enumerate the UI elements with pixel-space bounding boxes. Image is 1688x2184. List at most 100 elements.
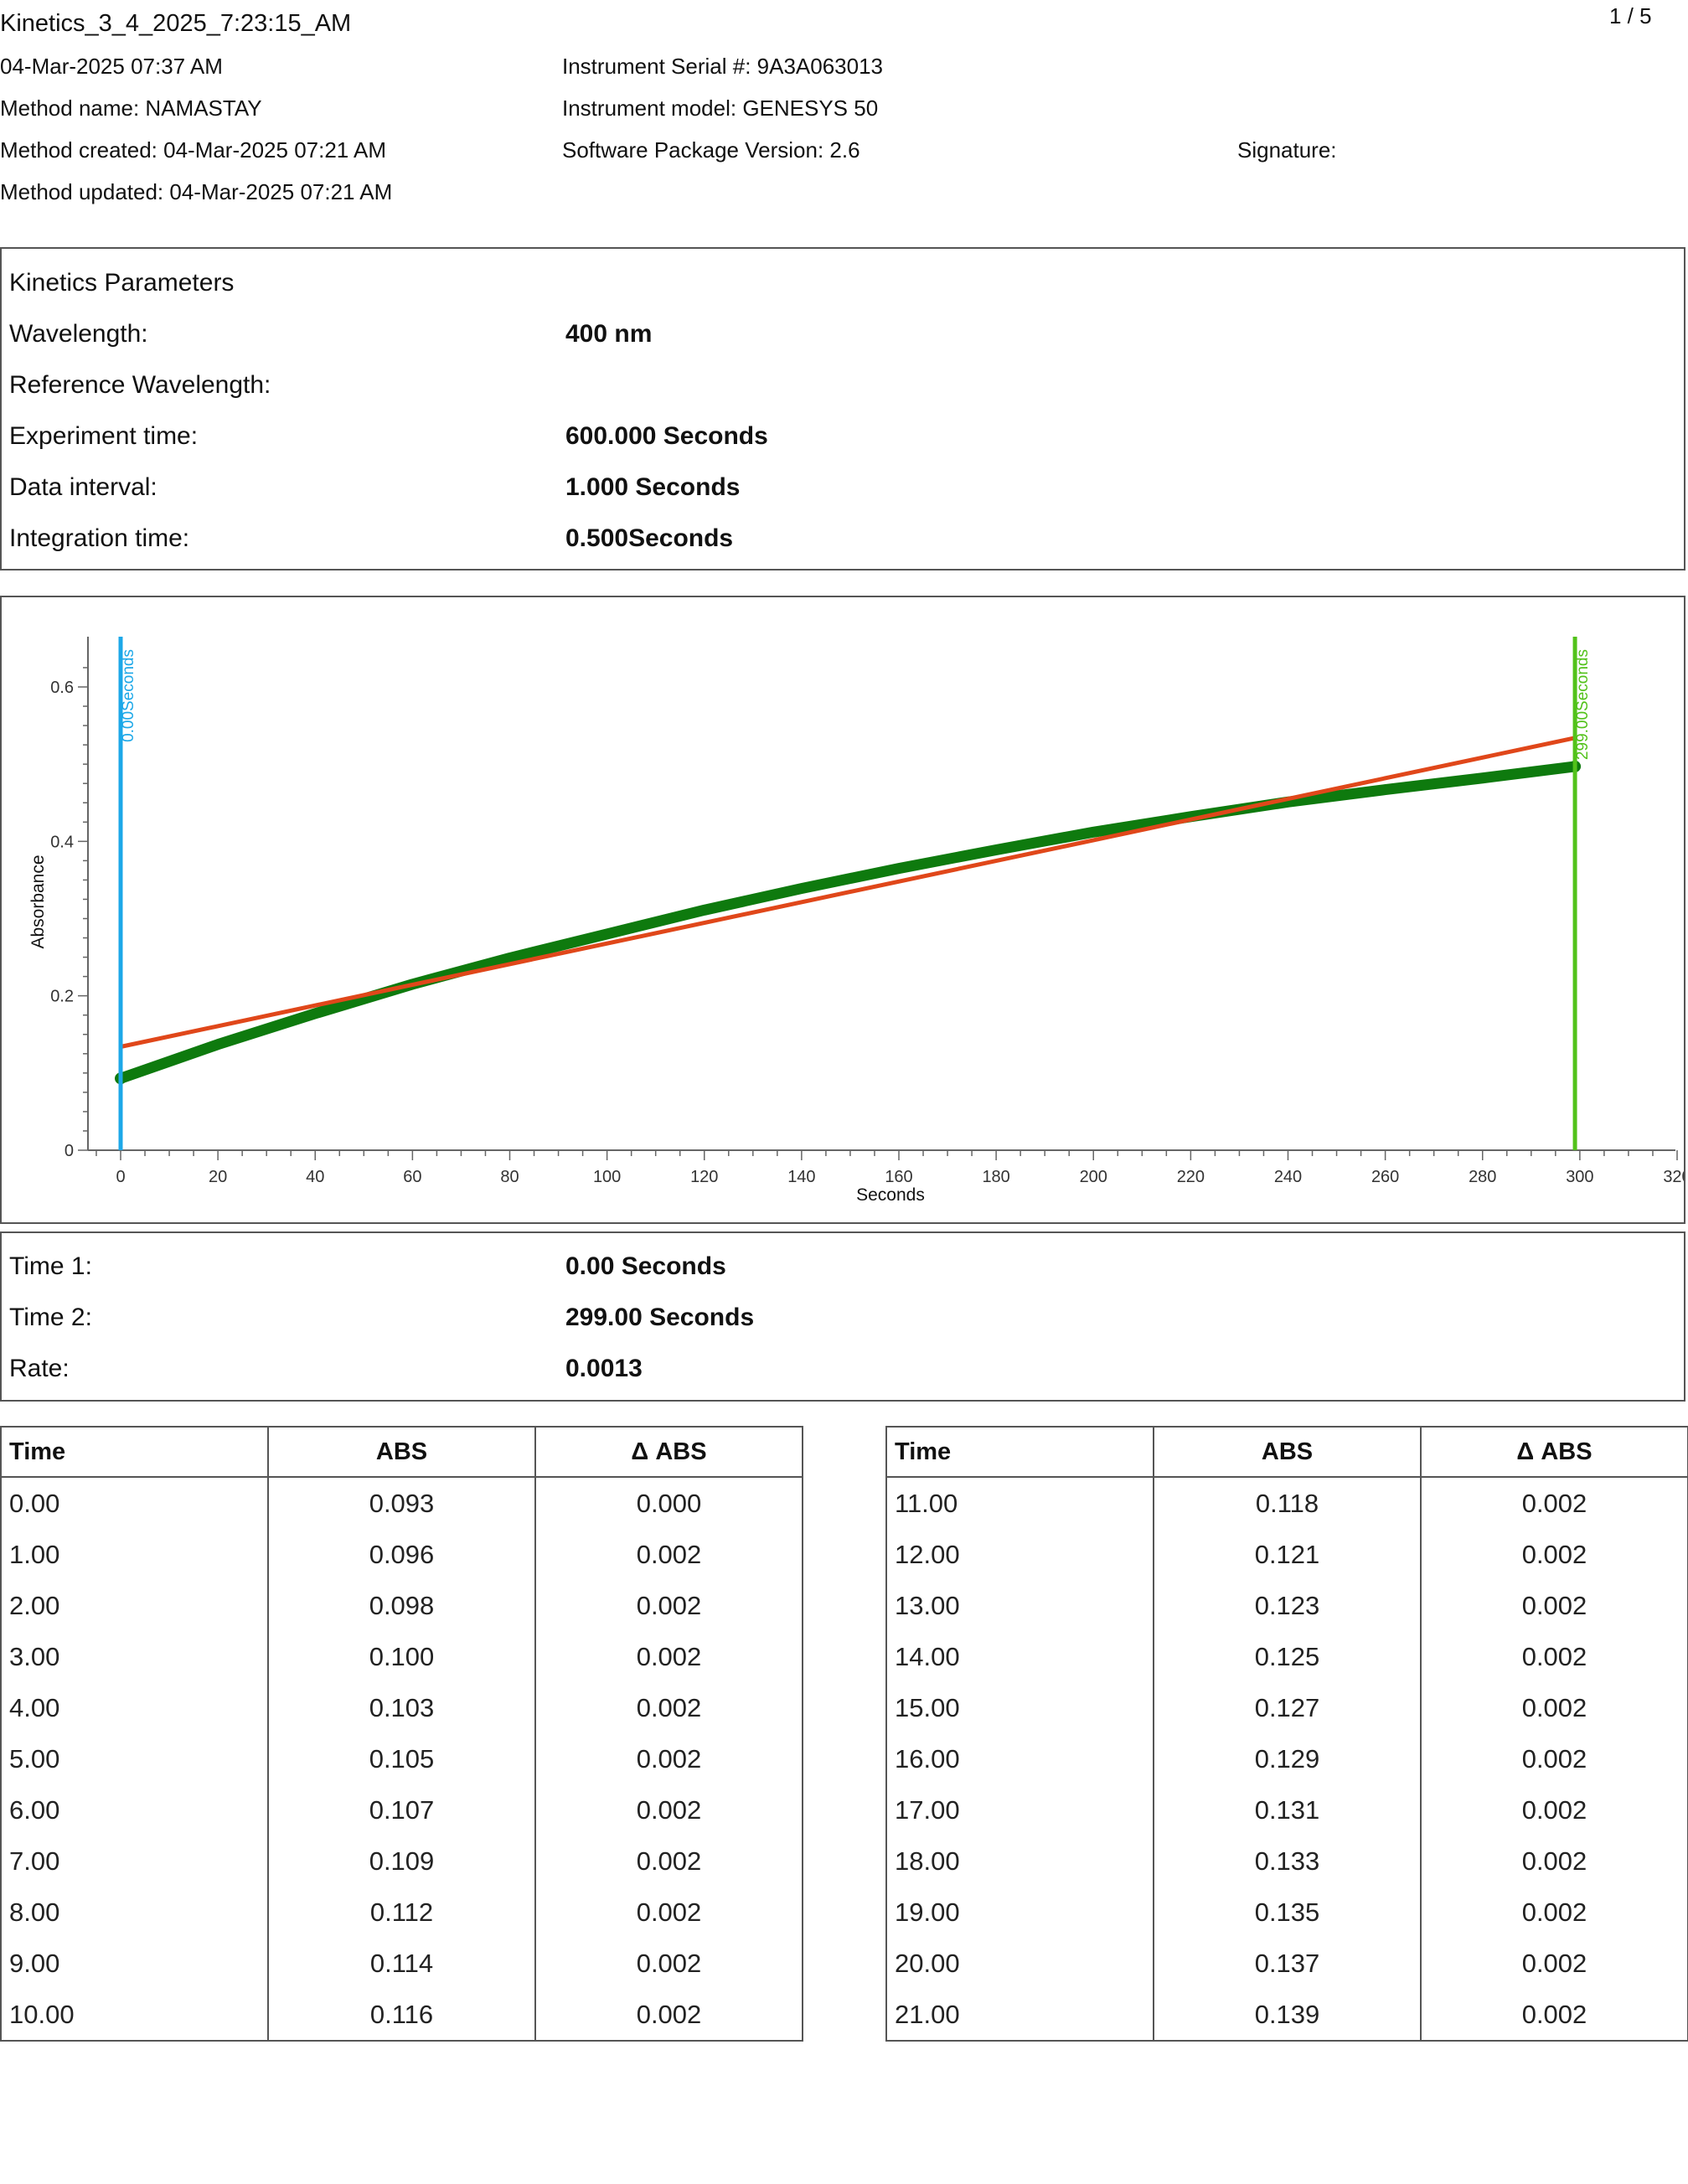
cell-delta-abs: 0.002	[534, 1682, 803, 1733]
x-tick-label: 100	[593, 1168, 621, 1186]
table-row: 11.00 0.118 0.002	[885, 1477, 1688, 1529]
x-tick-label: 240	[1274, 1168, 1302, 1186]
cell-abs: 0.105	[267, 1733, 536, 1784]
cell-abs: 0.121	[1153, 1529, 1422, 1580]
table-row: 21.00 0.139 0.002	[885, 1989, 1688, 2041]
cell-time: 10.00	[0, 1989, 269, 2041]
table-row: 10.00 0.116 0.002	[0, 1989, 803, 2041]
column-header-abs: ABS	[267, 1427, 536, 1478]
time-marker-label-2: 299.00Seconds	[1574, 649, 1592, 760]
result-label-time1: Time 1:	[9, 1252, 92, 1280]
cell-abs: 0.107	[267, 1784, 536, 1835]
instrument-model: Instrument model: GENESYS 50	[562, 96, 879, 121]
cell-abs: 0.137	[1153, 1938, 1422, 1989]
cell-abs: 0.129	[1153, 1733, 1422, 1784]
cell-delta-abs: 0.002	[534, 1631, 803, 1682]
cell-abs: 0.100	[267, 1631, 536, 1682]
table-header-row: Time ABS Δ ABS	[885, 1427, 1688, 1478]
table-row: 7.00 0.109 0.002	[0, 1835, 803, 1887]
cell-delta-abs: 0.002	[1420, 1733, 1688, 1784]
cell-time: 7.00	[0, 1835, 269, 1887]
x-tick-label: 0	[116, 1168, 125, 1186]
table-row: 1.00 0.096 0.002	[0, 1529, 803, 1580]
table-row: 12.00 0.121 0.002	[885, 1529, 1688, 1580]
data-table-right: Time ABS Δ ABS 11.00 0.118 0.002 12.00 0.121…	[885, 1426, 1688, 2042]
x-tick-label: 40	[306, 1168, 324, 1186]
cell-delta-abs: 0.002	[1420, 1835, 1688, 1887]
cell-abs: 0.116	[267, 1989, 536, 2041]
cell-time: 1.00	[0, 1529, 269, 1580]
cell-time: 6.00	[0, 1784, 269, 1835]
cell-time: 13.00	[885, 1580, 1154, 1631]
time-marker-label-1: 0.00Seconds	[120, 649, 137, 742]
cell-time: 18.00	[885, 1835, 1154, 1887]
cell-time: 15.00	[885, 1682, 1154, 1733]
cell-time: 9.00	[0, 1938, 269, 1989]
document-title: Kinetics_3_4_2025_7:23:15_AM	[0, 10, 352, 37]
cell-abs: 0.093	[267, 1477, 536, 1529]
x-tick-label: 300	[1566, 1168, 1593, 1186]
x-tick-label: 160	[885, 1168, 912, 1186]
result-label-rate: Rate:	[9, 1355, 70, 1382]
cell-time: 4.00	[0, 1682, 269, 1733]
cell-delta-abs: 0.002	[534, 1989, 803, 2041]
column-header-delta-abs: Δ ABS	[534, 1427, 803, 1478]
cell-time: 8.00	[0, 1887, 269, 1938]
table-row: 20.00 0.137 0.002	[885, 1938, 1688, 1989]
table-row: 9.00 0.114 0.002	[0, 1938, 803, 1989]
table-row: 14.00 0.125 0.002	[885, 1631, 1688, 1682]
table-row: 18.00 0.133 0.002	[885, 1835, 1688, 1887]
cell-delta-abs: 0.002	[1420, 1938, 1688, 1989]
cell-delta-abs: 0.002	[1420, 1477, 1688, 1529]
cell-delta-abs: 0.002	[534, 1529, 803, 1580]
cell-abs: 0.125	[1153, 1631, 1422, 1682]
cell-delta-abs: 0.000	[534, 1477, 803, 1529]
method-updated: Method updated: 04-Mar-2025 07:21 AM	[0, 179, 393, 204]
y-tick-label: 0.6	[50, 679, 74, 697]
param-label-data-interval: Data interval:	[9, 473, 157, 501]
table-header-row: Time ABS Δ ABS	[0, 1427, 803, 1478]
cell-abs: 0.123	[1153, 1580, 1422, 1631]
result-value-time1: 0.00 Seconds	[565, 1252, 726, 1280]
signature-label: Signature:	[1237, 137, 1337, 163]
table-row: 6.00 0.107 0.002	[0, 1784, 803, 1835]
cell-abs: 0.118	[1153, 1477, 1422, 1529]
cell-time: 14.00	[885, 1631, 1154, 1682]
cell-abs: 0.114	[267, 1938, 536, 1989]
y-tick-label: 0.2	[50, 988, 74, 1006]
param-label-wavelength: Wavelength:	[9, 320, 148, 348]
cell-time: 5.00	[0, 1733, 269, 1784]
rate-results-panel: Time 1: 0.00 Seconds Time 2: 299.00 Seco…	[0, 1231, 1685, 1402]
kinetics-chart: 0 20 40 60 80 100 120 140 160 180 200 220 240 260 280 3…	[28, 637, 1684, 1205]
cell-delta-abs: 0.002	[534, 1887, 803, 1938]
x-tick-label: 260	[1371, 1168, 1399, 1186]
x-tick-label: 60	[403, 1168, 421, 1186]
param-value-data-interval: 1.000 Seconds	[565, 473, 741, 501]
cell-abs: 0.103	[267, 1682, 536, 1733]
cell-time: 11.00	[885, 1477, 1154, 1529]
cell-time: 20.00	[885, 1938, 1154, 1989]
cell-abs: 0.139	[1153, 1989, 1422, 2041]
cell-abs: 0.127	[1153, 1682, 1422, 1733]
x-tick-label: 20	[209, 1168, 227, 1186]
x-axis-title: Seconds	[856, 1185, 925, 1205]
cell-delta-abs: 0.002	[534, 1835, 803, 1887]
x-tick-label: 320	[1663, 1168, 1684, 1186]
table-row: 5.00 0.105 0.002	[0, 1733, 803, 1784]
y-axis-title: Absorbance	[28, 854, 48, 948]
cell-time: 0.00	[0, 1477, 269, 1529]
cell-abs: 0.109	[267, 1835, 536, 1887]
data-table-left: Time ABS Δ ABS 0.00 0.093 0.000 1.00 0.096 0.…	[0, 1426, 803, 2042]
table-row: 13.00 0.123 0.002	[885, 1580, 1688, 1631]
cell-delta-abs: 0.002	[1420, 1631, 1688, 1682]
instrument-serial: Instrument Serial #: 9A3A063013	[562, 54, 884, 79]
cell-abs: 0.096	[267, 1529, 536, 1580]
param-value-experiment-time: 600.000 Seconds	[565, 422, 768, 450]
cell-delta-abs: 0.002	[1420, 1529, 1688, 1580]
table-row: 3.00 0.100 0.002	[0, 1631, 803, 1682]
cell-delta-abs: 0.002	[1420, 1682, 1688, 1733]
param-label-reference-wavelength: Reference Wavelength:	[9, 371, 271, 399]
x-tick-label: 220	[1177, 1168, 1205, 1186]
chart-axes: 0 20 40 60 80 100 120 140 160 180 200 220 240 260 280 3…	[50, 637, 1684, 1186]
x-tick-label: 280	[1469, 1168, 1496, 1186]
